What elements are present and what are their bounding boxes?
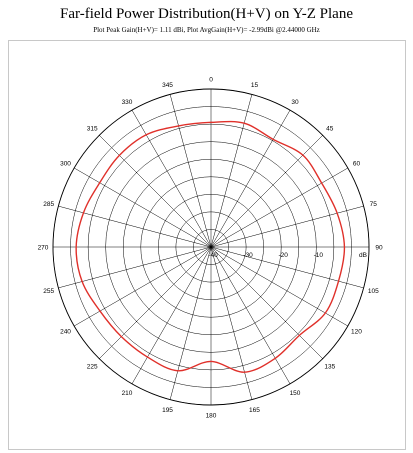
angle-tick-label: 135 [324,363,335,370]
grid-spoke [74,246,212,327]
angle-tick-label: 345 [162,82,173,89]
grid-spoke [131,246,212,384]
radial-tick-label: -10 [314,252,324,259]
angle-tick-label: 75 [370,201,378,208]
angle-tick-label: 225 [87,363,98,370]
grid-spoke [210,246,291,384]
grid-spoke [210,94,253,248]
grid-spoke [210,110,291,248]
grid-spoke [210,135,323,248]
radial-tick-label: -40 [208,252,218,259]
grid-spoke [131,110,212,248]
grid-spoke [74,167,212,248]
angle-tick-label: 120 [351,329,362,336]
radial-unit-label: dB [359,252,367,259]
angle-tick-label: 285 [43,201,54,208]
grid-spoke [210,246,323,359]
angle-tick-label: 150 [290,390,301,397]
grid-spoke [58,205,212,248]
chart-subtitle: Plot Peak Gain(H+V)= 1.11 dBi, Plot AvgG… [93,26,320,34]
grid-spoke [210,205,364,248]
angle-tick-label: 90 [375,245,383,252]
angle-tick-label: 60 [353,161,361,168]
grid-spoke [99,246,212,359]
angle-tick-label: 180 [206,413,217,420]
chart-title: Far-field Power Distribution(H+V) on Y-Z… [60,6,353,22]
grid-spoke [99,135,212,248]
angle-tick-label: 300 [60,161,71,168]
grid-spoke [169,246,212,400]
plot-frame [8,40,406,450]
grid-spoke [210,246,253,400]
pattern-curve [75,120,346,373]
angle-tick-label: 15 [251,82,259,89]
angle-tick-label: 0 [209,77,213,84]
radial-tick-label: -30 [243,252,253,259]
grid-spoke [210,167,348,248]
angle-tick-label: 255 [43,288,54,295]
grid-spoke [58,246,212,289]
angle-tick-label: 240 [60,329,71,336]
angle-tick-label: 45 [326,126,334,133]
angle-tick-label: 105 [368,288,379,295]
angle-tick-label: 210 [122,390,133,397]
grid-spoke [169,94,212,248]
angle-tick-label: 315 [87,126,98,133]
angle-tick-label: 195 [162,407,173,414]
angle-tick-label: 30 [291,99,299,106]
angle-tick-label: 270 [38,245,49,252]
angle-tick-label: 165 [249,407,260,414]
angle-tick-label: 330 [122,99,133,106]
radial-tick-label: -20 [279,252,289,259]
